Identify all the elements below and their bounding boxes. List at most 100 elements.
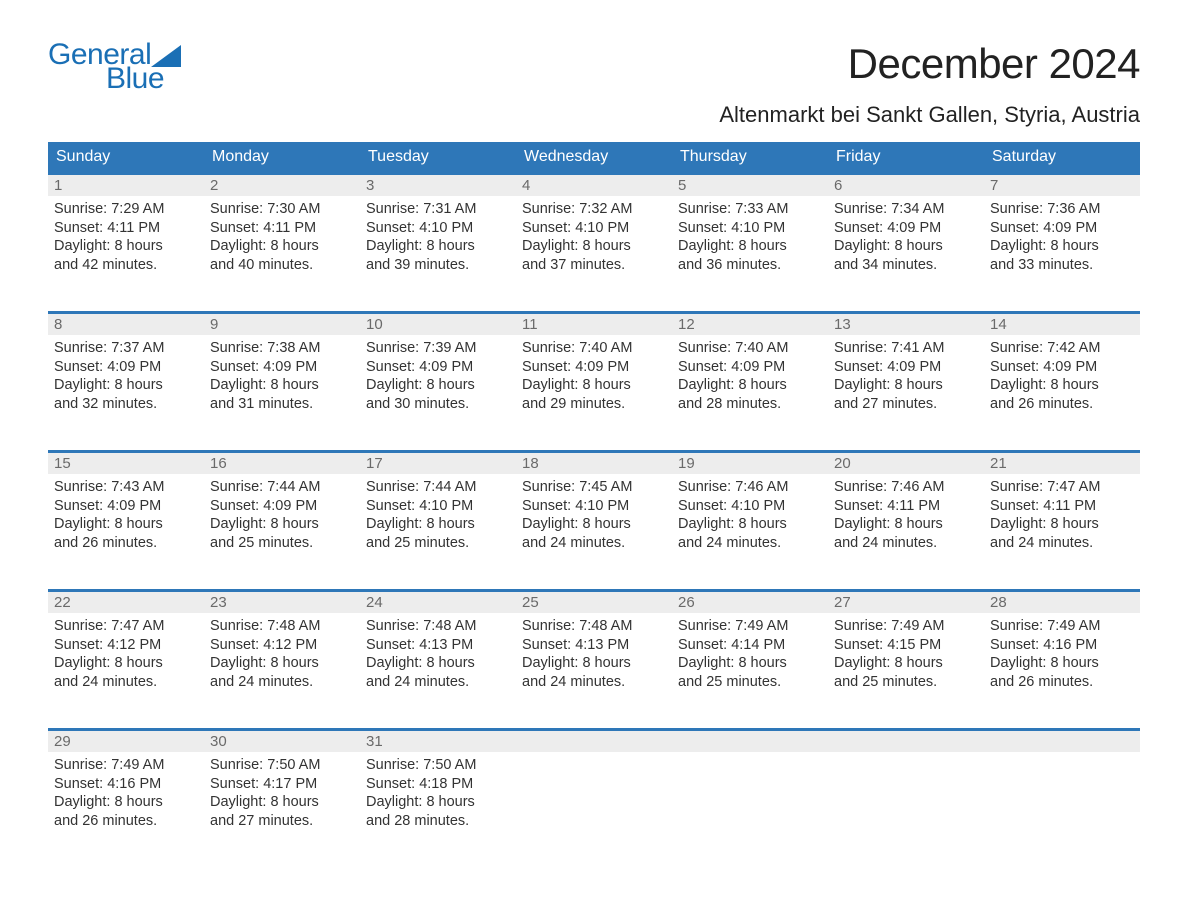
day-dl2: and 26 minutes. [990,395,1134,414]
day-cell: 10Sunrise: 7:39 AMSunset: 4:09 PMDayligh… [360,314,516,432]
weekday-header-row: Sunday Monday Tuesday Wednesday Thursday… [48,142,1140,172]
day-number: 17 [360,453,516,474]
day-sunset: Sunset: 4:09 PM [990,219,1134,238]
day-cell: 9Sunrise: 7:38 AMSunset: 4:09 PMDaylight… [204,314,360,432]
day-number: 12 [672,314,828,335]
day-sunset: Sunset: 4:10 PM [366,219,510,238]
day-cell: 5Sunrise: 7:33 AMSunset: 4:10 PMDaylight… [672,175,828,293]
day-dl2: and 25 minutes. [366,534,510,553]
title-block: December 2024 Altenmarkt bei Sankt Galle… [719,40,1140,128]
day-sunrise: Sunrise: 7:39 AM [366,339,510,358]
day-cell: 30Sunrise: 7:50 AMSunset: 4:17 PMDayligh… [204,731,360,849]
day-dl1: Daylight: 8 hours [366,237,510,256]
day-cell: 19Sunrise: 7:46 AMSunset: 4:10 PMDayligh… [672,453,828,571]
day-dl1: Daylight: 8 hours [366,793,510,812]
day-number: 18 [516,453,672,474]
day-cell: 2Sunrise: 7:30 AMSunset: 4:11 PMDaylight… [204,175,360,293]
day-body: Sunrise: 7:31 AMSunset: 4:10 PMDaylight:… [360,196,516,274]
day-dl2: and 32 minutes. [54,395,198,414]
day-number: 8 [48,314,204,335]
day-body [672,752,828,756]
day-sunrise: Sunrise: 7:49 AM [678,617,822,636]
day-number: 27 [828,592,984,613]
day-sunrise: Sunrise: 7:41 AM [834,339,978,358]
day-body: Sunrise: 7:36 AMSunset: 4:09 PMDaylight:… [984,196,1140,274]
day-dl2: and 26 minutes. [54,534,198,553]
day-dl1: Daylight: 8 hours [678,654,822,673]
day-dl1: Daylight: 8 hours [990,237,1134,256]
header: General Blue December 2024 Altenmarkt be… [48,40,1140,128]
weekday-tuesday: Tuesday [360,142,516,172]
weekday-saturday: Saturday [984,142,1140,172]
day-dl2: and 24 minutes. [522,534,666,553]
week-row: 8Sunrise: 7:37 AMSunset: 4:09 PMDaylight… [48,311,1140,432]
day-cell: 21Sunrise: 7:47 AMSunset: 4:11 PMDayligh… [984,453,1140,571]
day-dl2: and 24 minutes. [54,673,198,692]
day-dl2: and 29 minutes. [522,395,666,414]
day-sunrise: Sunrise: 7:34 AM [834,200,978,219]
day-body: Sunrise: 7:44 AMSunset: 4:10 PMDaylight:… [360,474,516,552]
day-sunrise: Sunrise: 7:47 AM [54,617,198,636]
day-cell: 25Sunrise: 7:48 AMSunset: 4:13 PMDayligh… [516,592,672,710]
day-sunrise: Sunrise: 7:32 AM [522,200,666,219]
day-body: Sunrise: 7:45 AMSunset: 4:10 PMDaylight:… [516,474,672,552]
day-number: 28 [984,592,1140,613]
day-cell: 8Sunrise: 7:37 AMSunset: 4:09 PMDaylight… [48,314,204,432]
day-sunset: Sunset: 4:11 PM [54,219,198,238]
day-number: 26 [672,592,828,613]
day-dl2: and 24 minutes. [210,673,354,692]
day-sunset: Sunset: 4:09 PM [54,497,198,516]
day-number: 11 [516,314,672,335]
day-cell: 17Sunrise: 7:44 AMSunset: 4:10 PMDayligh… [360,453,516,571]
day-sunset: Sunset: 4:09 PM [678,358,822,377]
day-sunset: Sunset: 4:16 PM [990,636,1134,655]
day-sunrise: Sunrise: 7:49 AM [990,617,1134,636]
day-sunrise: Sunrise: 7:45 AM [522,478,666,497]
day-dl1: Daylight: 8 hours [54,654,198,673]
day-body [984,752,1140,756]
day-cell: 6Sunrise: 7:34 AMSunset: 4:09 PMDaylight… [828,175,984,293]
day-dl2: and 24 minutes. [522,673,666,692]
day-body: Sunrise: 7:34 AMSunset: 4:09 PMDaylight:… [828,196,984,274]
day-sunset: Sunset: 4:09 PM [834,358,978,377]
day-body: Sunrise: 7:43 AMSunset: 4:09 PMDaylight:… [48,474,204,552]
day-sunset: Sunset: 4:13 PM [366,636,510,655]
day-number: 21 [984,453,1140,474]
location-text: Altenmarkt bei Sankt Gallen, Styria, Aus… [719,102,1140,128]
day-body: Sunrise: 7:48 AMSunset: 4:13 PMDaylight:… [516,613,672,691]
day-sunset: Sunset: 4:09 PM [834,219,978,238]
day-dl2: and 40 minutes. [210,256,354,275]
day-dl1: Daylight: 8 hours [522,376,666,395]
day-sunrise: Sunrise: 7:48 AM [522,617,666,636]
day-cell: 15Sunrise: 7:43 AMSunset: 4:09 PMDayligh… [48,453,204,571]
day-cell: 16Sunrise: 7:44 AMSunset: 4:09 PMDayligh… [204,453,360,571]
day-body: Sunrise: 7:42 AMSunset: 4:09 PMDaylight:… [984,335,1140,413]
day-body: Sunrise: 7:50 AMSunset: 4:17 PMDaylight:… [204,752,360,830]
day-cell: 13Sunrise: 7:41 AMSunset: 4:09 PMDayligh… [828,314,984,432]
day-dl2: and 25 minutes. [678,673,822,692]
day-sunset: Sunset: 4:11 PM [834,497,978,516]
day-body: Sunrise: 7:40 AMSunset: 4:09 PMDaylight:… [516,335,672,413]
day-sunset: Sunset: 4:09 PM [366,358,510,377]
day-number: 5 [672,175,828,196]
day-dl1: Daylight: 8 hours [678,376,822,395]
day-cell: 12Sunrise: 7:40 AMSunset: 4:09 PMDayligh… [672,314,828,432]
day-dl2: and 31 minutes. [210,395,354,414]
day-dl2: and 28 minutes. [366,812,510,831]
day-dl1: Daylight: 8 hours [54,515,198,534]
day-body: Sunrise: 7:29 AMSunset: 4:11 PMDaylight:… [48,196,204,274]
day-sunrise: Sunrise: 7:46 AM [678,478,822,497]
day-dl1: Daylight: 8 hours [990,515,1134,534]
day-number: 6 [828,175,984,196]
day-sunset: Sunset: 4:15 PM [834,636,978,655]
day-sunset: Sunset: 4:14 PM [678,636,822,655]
day-number: 19 [672,453,828,474]
day-cell [984,731,1140,849]
day-dl1: Daylight: 8 hours [834,515,978,534]
day-cell: 28Sunrise: 7:49 AMSunset: 4:16 PMDayligh… [984,592,1140,710]
weekday-thursday: Thursday [672,142,828,172]
logo-text-blue: Blue [106,64,181,94]
day-sunset: Sunset: 4:10 PM [366,497,510,516]
day-number: 13 [828,314,984,335]
day-sunrise: Sunrise: 7:42 AM [990,339,1134,358]
